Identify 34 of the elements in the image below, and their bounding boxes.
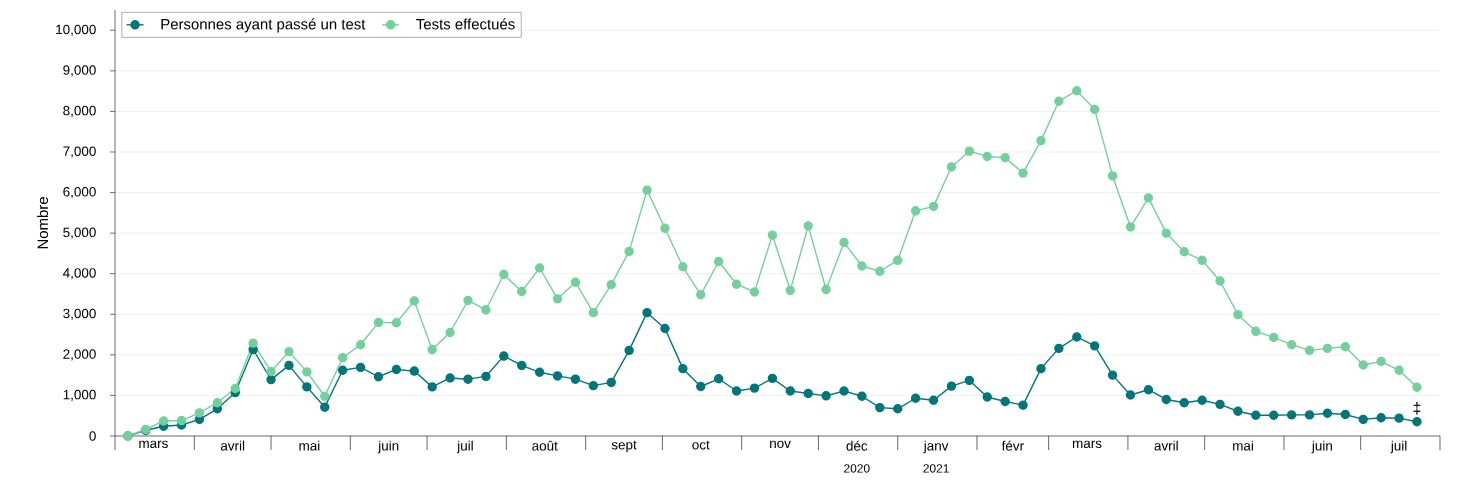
- legend-label: Personnes ayant passé un test: [161, 18, 366, 33]
- y-tick-label: 8,000: [63, 105, 96, 117]
- y-tick-label: 1,000: [63, 389, 96, 401]
- x-tick-label: avril: [220, 440, 245, 451]
- text: 2021: [923, 464, 949, 473]
- x-tick-label: nov: [770, 440, 791, 449]
- x-tick-label: avril: [1154, 440, 1178, 451]
- x-tick-label: févr: [1001, 440, 1024, 451]
- x-tick-label: juin: [377, 440, 399, 454]
- x-tick-label: mai: [1233, 440, 1253, 451]
- text: 2020: [844, 464, 870, 473]
- y-tick-label: 9,000: [63, 65, 96, 77]
- x-tick-label: juin: [1311, 440, 1332, 454]
- x-tick-label: août: [532, 440, 558, 451]
- x-tick-label: sept: [611, 440, 637, 453]
- y-tick-label: 7,000: [63, 146, 96, 158]
- x-tick-label: janv: [923, 440, 949, 454]
- annotation: ‡: [1413, 401, 1421, 415]
- x-tick-label: mars: [139, 440, 168, 449]
- x-tick-label: juil: [456, 440, 473, 454]
- y-tick-label: 10,000: [56, 24, 96, 36]
- x-tick-label: mars: [1072, 440, 1102, 449]
- y-tick-label: 5,000: [63, 227, 96, 239]
- y-tick-label: 0: [89, 431, 96, 441]
- y-tick-label: 3,000: [63, 308, 96, 320]
- y-tick-label: 6,000: [63, 187, 96, 199]
- x-tick-label: mai: [299, 440, 320, 451]
- x-tick-label: oct: [692, 440, 710, 450]
- x-tick-label: juil: [1390, 440, 1407, 454]
- y-tick-label: 2,000: [63, 349, 96, 361]
- legend-label: Tests effectués: [416, 18, 515, 30]
- x-tick-label: déc: [846, 440, 868, 451]
- y-tick-label: 4,000: [62, 268, 96, 280]
- y-axis-title: Nombre: [37, 197, 49, 249]
